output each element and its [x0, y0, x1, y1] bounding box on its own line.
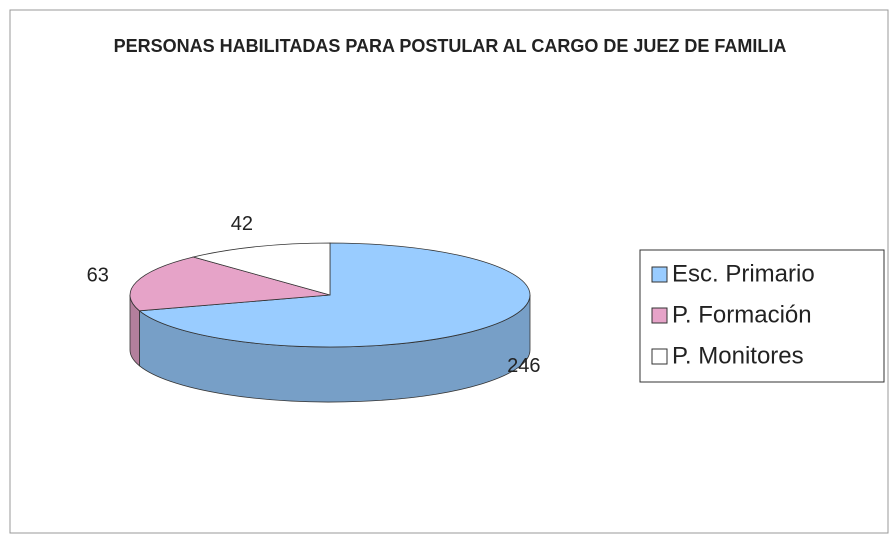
legend-swatch: [651, 348, 668, 365]
legend-swatch: [651, 307, 668, 324]
pie-slice: [191, 242, 331, 296]
data-label: 246: [507, 355, 540, 377]
pie-slice: [129, 256, 331, 312]
data-label: 63: [87, 264, 109, 286]
legend-label: P. Formación: [672, 301, 812, 328]
chart-title: PERSONAS HABILITADAS PARA POSTULAR AL CA…: [113, 36, 787, 56]
chart-border: [9, 9, 889, 534]
legend-label: P. Monitores: [672, 342, 804, 369]
pie-slice: [138, 242, 531, 348]
data-label: 42: [231, 213, 253, 235]
legend-label: Esc. Primario: [672, 260, 815, 287]
legend-swatch: [651, 266, 668, 283]
legend-box: [639, 249, 885, 383]
